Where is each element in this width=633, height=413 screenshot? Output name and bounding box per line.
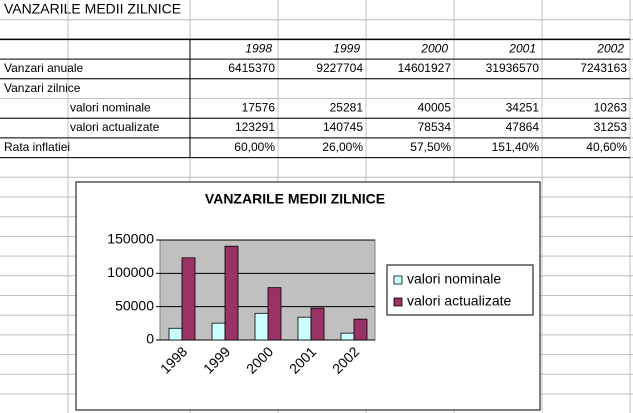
legend-box	[386, 264, 534, 316]
cell-value: 31253	[594, 120, 628, 134]
cell-value: 40005	[418, 101, 452, 115]
cell-value: 14601927	[398, 61, 452, 75]
cell-value: 60,00%	[234, 140, 275, 154]
year-header: 2002	[596, 41, 624, 55]
cell-value: 9227704	[316, 61, 363, 75]
row-label: Rata inflatiei	[4, 140, 70, 154]
cell-value: 26,00%	[322, 140, 363, 154]
cell-value: 6415370	[228, 61, 275, 75]
cell-value: 57,50%	[410, 140, 451, 154]
cell-value: 47864	[506, 120, 540, 134]
cell-value: 17576	[242, 101, 276, 115]
cell-value: 31936570	[486, 61, 540, 75]
chart-title: VANZARILE MEDII ZILNICE	[205, 191, 385, 207]
bar	[181, 257, 196, 341]
year-header: 2000	[420, 41, 448, 55]
bar	[224, 245, 239, 341]
row-label: Vanzari anuale	[4, 61, 83, 75]
y-tick-label: 0	[146, 331, 154, 347]
year-header: 1999	[333, 41, 360, 55]
cell-value: 40,60%	[586, 140, 627, 154]
year-header: 2001	[508, 41, 536, 55]
cell-value: 140745	[323, 120, 363, 134]
year-header: 1998	[245, 41, 272, 55]
bar	[353, 318, 368, 341]
legend-swatch	[393, 297, 403, 307]
y-tick-label: 50000	[115, 297, 154, 313]
row-label: Vanzari zilnice	[4, 81, 81, 95]
y-tick-label: 150000	[107, 231, 154, 247]
cell-value: 34251	[506, 101, 540, 115]
bar	[168, 327, 183, 341]
legend-swatch	[393, 275, 403, 285]
cell-value: 25281	[330, 101, 364, 115]
cell-value: 78534	[418, 120, 452, 134]
row-label: valori nominale	[70, 101, 151, 115]
bar	[297, 316, 312, 341]
cell-value: 123291	[235, 120, 275, 134]
bar	[340, 332, 355, 341]
sheet-title: VANZARILE MEDII ZILNICE	[4, 1, 181, 17]
bar	[310, 307, 325, 341]
cell-value: 10263	[594, 101, 628, 115]
cell-value: 151,40%	[492, 140, 540, 154]
bar	[211, 322, 226, 341]
legend-label: valori actualizate	[407, 293, 511, 309]
bar	[254, 312, 269, 341]
y-tick-label: 100000	[107, 264, 154, 280]
legend-label: valori nominale	[407, 271, 501, 287]
row-label: valori actualizate	[70, 120, 160, 134]
bar	[267, 287, 282, 341]
cell-value: 7243163	[580, 61, 627, 75]
